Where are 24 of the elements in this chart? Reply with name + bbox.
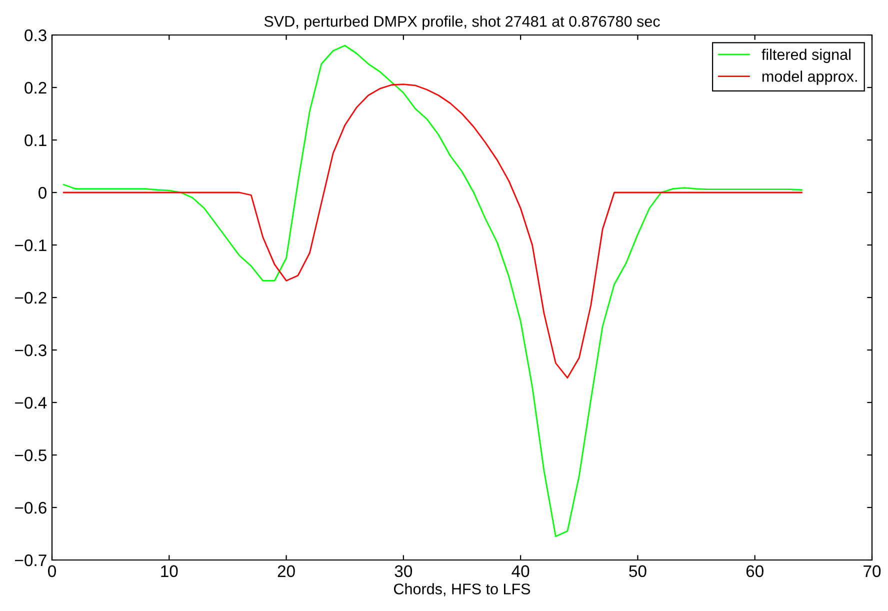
x-tick-label: 30 — [394, 565, 412, 578]
x-tick-label: 40 — [512, 565, 530, 578]
y-tick-label: −0.5 — [15, 449, 46, 462]
x-tick-label: 70 — [864, 565, 881, 578]
legend-label: model approx. — [762, 70, 857, 85]
x-tick-label: 60 — [746, 565, 764, 578]
chart-title: SVD, perturbed DMPX profile, shot 27481 at 0.876780 sec — [264, 16, 660, 30]
y-tick-label: −0.4 — [15, 396, 47, 409]
y-tick-label: 0 — [38, 186, 46, 199]
x-tick-label: 0 — [48, 565, 56, 578]
y-tick-label: −0.1 — [15, 239, 46, 252]
line-series — [63, 84, 802, 379]
y-tick-label: 0.1 — [24, 134, 46, 146]
y-tick-label: −0.7 — [15, 554, 46, 566]
legend-label: filtered signal — [762, 48, 850, 63]
x-tick-label: 10 — [161, 565, 178, 578]
x-tick-label: 20 — [278, 565, 295, 578]
y-tick-label: −0.6 — [15, 502, 46, 514]
y-tick-label: −0.3 — [15, 344, 46, 356]
x-tick-label: 50 — [629, 565, 646, 578]
y-tick-label: 0.2 — [24, 82, 46, 94]
y-tick-label: −0.2 — [15, 292, 46, 304]
x-axis-title: Chords, HFS to LFS — [394, 583, 530, 596]
y-tick-label: 0.3 — [24, 29, 46, 42]
